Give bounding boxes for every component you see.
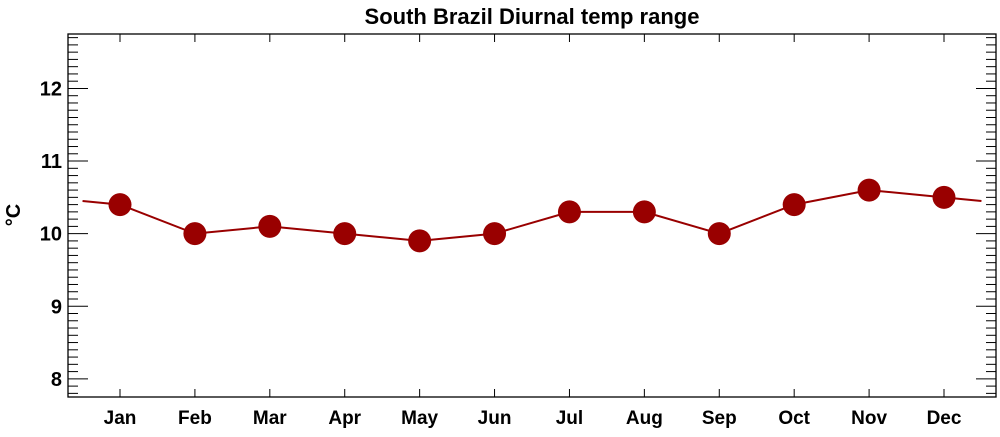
data-point-nov xyxy=(857,178,881,202)
y-tick-label: 10 xyxy=(40,224,62,246)
data-point-jan xyxy=(108,193,132,217)
x-tick-label: Apr xyxy=(328,408,361,429)
x-tick-label: Sep xyxy=(702,408,737,429)
data-point-jul xyxy=(557,200,581,224)
x-tick-labels: Jan Feb Mar Apr May Jun Jul Aug Sep Oct Nov Dec xyxy=(104,408,962,429)
plot-frame xyxy=(67,33,997,398)
x-tick-label: Jan xyxy=(104,408,137,429)
data-point-dec xyxy=(932,185,956,209)
data-point-may xyxy=(408,229,432,253)
x-tick-label: Jul xyxy=(556,408,583,429)
data-point-jun xyxy=(483,222,507,246)
y-axis-label: °C xyxy=(3,204,25,226)
x-tick-label: Nov xyxy=(851,408,887,429)
x-tick-label: Mar xyxy=(253,408,287,429)
x-tick-label: Jun xyxy=(478,408,512,429)
x-tick-label: Dec xyxy=(927,408,962,429)
series-line xyxy=(82,189,982,242)
data-point-sep xyxy=(707,222,731,246)
x-tick-label: May xyxy=(401,408,438,429)
data-point-aug xyxy=(632,200,656,224)
x-tick-label: Oct xyxy=(778,408,810,429)
y-tick-label: 12 xyxy=(40,78,62,100)
data-point-oct xyxy=(782,193,806,217)
data-point-mar xyxy=(258,214,282,238)
y-tick-label: 8 xyxy=(51,369,62,391)
data-point-apr xyxy=(333,222,357,246)
x-tick-label: Aug xyxy=(626,408,663,429)
series xyxy=(82,178,982,253)
y-tick-label: 11 xyxy=(41,151,62,173)
data-point-feb xyxy=(183,222,207,246)
y-tick-label: 9 xyxy=(51,296,62,318)
chart-title: South Brazil Diurnal temp range xyxy=(365,4,700,29)
x-tick-label: Feb xyxy=(178,408,212,429)
axes xyxy=(67,33,997,398)
y-tick-labels: 8 9 10 11 12 xyxy=(40,78,62,390)
